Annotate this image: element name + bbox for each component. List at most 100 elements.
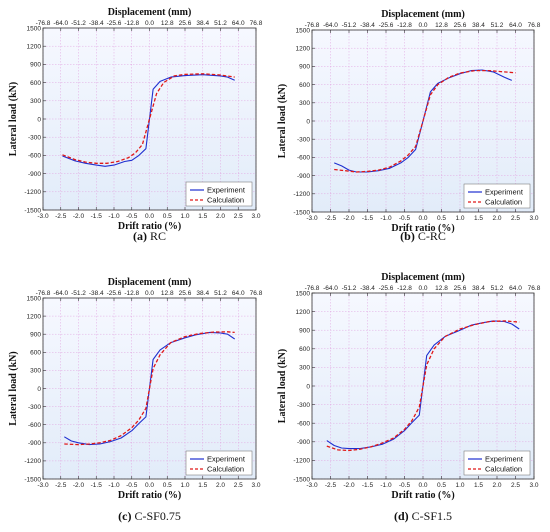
top-tick-label: 64.0: [509, 22, 522, 29]
y-tick-label: -1500: [293, 209, 310, 216]
caption-name: RC: [147, 229, 166, 243]
top-tick-label: 64.0: [232, 290, 245, 297]
y-tick-label: 900: [299, 328, 310, 335]
series-line-calculation: [64, 331, 235, 446]
top-tick-label: -12.8: [124, 20, 139, 27]
x-tick-label: 0.5: [437, 215, 446, 222]
top-tick-label: 76.8: [250, 20, 263, 27]
x-tick-label: 0.5: [163, 213, 172, 220]
y-tick-label: 900: [299, 64, 310, 71]
x-tick-label: -3.0: [306, 482, 318, 489]
x-tick-label: 0.5: [437, 482, 446, 489]
x-axis-title: Drift ratio (%): [118, 490, 181, 501]
x-tick-label: 3.0: [251, 482, 260, 489]
y-tick-label: -300: [28, 135, 41, 142]
x-tick-label: -3.0: [37, 213, 49, 220]
top-tick-label: -38.4: [360, 285, 375, 292]
x-tick-label: -3.0: [37, 482, 49, 489]
top-tick-label: 64.0: [232, 20, 245, 27]
caption-letter: (d): [394, 509, 409, 523]
top-tick-label: -76.8: [305, 22, 320, 29]
caption-name: C-SF0.75: [131, 509, 180, 523]
x-axis-title: Drift ratio (%): [391, 490, 454, 501]
x-tick-label: 2.0: [492, 215, 501, 222]
top-tick-label: -38.4: [89, 20, 104, 27]
x-tick-label: 2.0: [492, 482, 501, 489]
series-line-calculation: [334, 69, 516, 173]
y-tick-label: 1500: [27, 295, 42, 302]
y-tick-label: -1500: [24, 476, 41, 483]
x-axis-title: Drift ratio (%): [391, 223, 454, 234]
x-tick-label: 1.0: [180, 482, 189, 489]
top-tick-label: -64.0: [53, 20, 68, 27]
chart-panel: -3.0 -2.5 -2.0 -1.5 -1.0 -0.5 0.0 0.5 1.0 1.5 2.0 2…: [8, 277, 263, 523]
legend-label: Experiment: [207, 455, 246, 464]
y-tick-label: 300: [30, 98, 41, 105]
top-tick-label: -12.8: [124, 290, 139, 297]
x-tick-label: -2.0: [343, 482, 355, 489]
top-tick-label: 38.4: [472, 285, 485, 292]
y-tick-label: 0: [306, 118, 310, 125]
y-tick-label: 1200: [296, 46, 311, 53]
y-tick-label: 0: [37, 386, 41, 393]
y-tick-label: -600: [28, 422, 41, 429]
top-tick-label: -25.6: [379, 22, 394, 29]
panel-caption: (c) C-SF0.75: [118, 509, 181, 523]
top-tick-label: 51.2: [214, 20, 227, 27]
y-axis-title: Lateral load (kN): [8, 82, 19, 156]
x-tick-label: 0.0: [145, 482, 154, 489]
x-tick-label: 0.0: [418, 482, 427, 489]
top-tick-label: 0.0: [145, 290, 154, 297]
panel-caption: (b) C-RC: [400, 229, 446, 243]
y-tick-label: 600: [30, 80, 41, 87]
top-tick-label: -51.2: [71, 290, 86, 297]
y-axis-title: Lateral load (kN): [8, 351, 19, 425]
top-tick-label: 12.8: [435, 22, 448, 29]
chart-panel: -3.0 -2.5 -2.0 -1.5 -1.0 -0.5 0.0 0.5 1.0 1.5 2.0 2…: [277, 9, 541, 243]
top-axis-title: Displacement (mm): [108, 7, 192, 18]
x-tick-label: 2.5: [234, 482, 243, 489]
x-tick-label: 0.5: [163, 482, 172, 489]
x-tick-label: 1.5: [198, 482, 207, 489]
top-tick-label: 51.2: [214, 290, 227, 297]
top-tick-label: -38.4: [360, 22, 375, 29]
y-tick-label: 0: [306, 383, 310, 390]
top-tick-label: 0.0: [418, 285, 427, 292]
top-tick-label: -64.0: [323, 22, 338, 29]
x-tick-label: 0.0: [145, 213, 154, 220]
series-line-calculation: [62, 73, 235, 164]
top-tick-label: -25.6: [107, 290, 122, 297]
top-tick-label: -76.8: [305, 285, 320, 292]
top-tick-label: -76.8: [36, 20, 51, 27]
top-tick-label: 0.0: [145, 20, 154, 27]
top-axis-title: Displacement (mm): [108, 277, 192, 288]
top-tick-label: -51.2: [342, 285, 357, 292]
x-tick-label: -0.5: [399, 482, 411, 489]
y-axis-title: Lateral load (kN): [277, 84, 288, 158]
caption-letter: (c): [118, 509, 131, 523]
x-tick-label: 2.5: [511, 482, 520, 489]
y-tick-label: 1500: [296, 290, 311, 297]
y-tick-label: -600: [297, 155, 310, 162]
legend-label: Experiment: [485, 188, 524, 197]
x-tick-label: -0.5: [126, 482, 138, 489]
top-tick-label: -25.6: [107, 20, 122, 27]
x-tick-label: -2.5: [55, 482, 67, 489]
panel-caption: (d) C-SF1.5: [394, 509, 452, 523]
x-tick-label: -1.0: [380, 482, 392, 489]
top-tick-label: 51.2: [491, 22, 504, 29]
y-tick-label: 1200: [296, 309, 311, 316]
y-tick-label: -600: [28, 153, 41, 160]
y-tick-label: -900: [28, 171, 41, 178]
y-tick-label: 600: [299, 346, 310, 353]
y-tick-label: -600: [297, 421, 310, 428]
y-tick-label: -1200: [293, 191, 310, 198]
legend-label: Calculation: [207, 196, 244, 205]
series-line-calculation: [326, 320, 520, 452]
x-tick-label: -1.0: [380, 215, 392, 222]
x-tick-label: 2.5: [234, 213, 243, 220]
top-tick-label: -38.4: [89, 290, 104, 297]
top-tick-label: 25.6: [454, 285, 467, 292]
y-tick-label: 1200: [27, 44, 42, 51]
